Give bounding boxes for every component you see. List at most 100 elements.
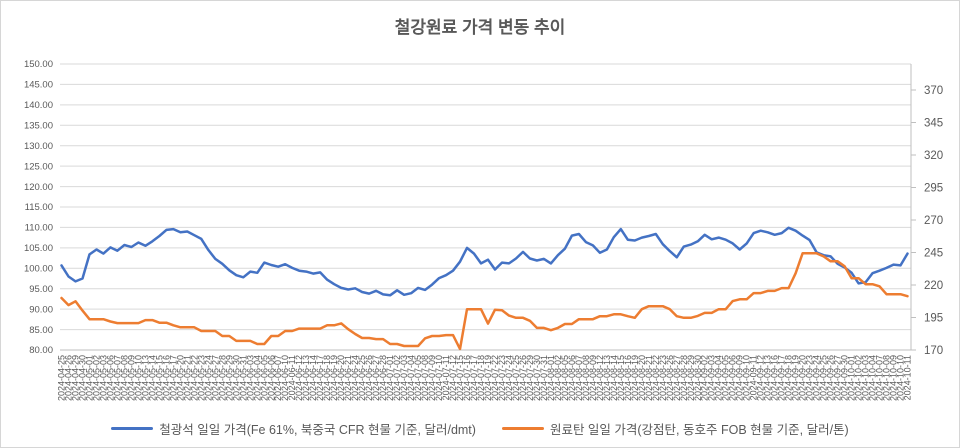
x-axis-date-label: 2024-04-25: [56, 355, 66, 401]
legend-label-coking-coal: 원료탄 일일 가격(강점탄, 동호주 FOB 현물 기준, 달러/톤): [549, 423, 849, 437]
x-axis-date-label: 2024-06-24: [350, 355, 360, 401]
x-axis-date-label: 2024-06-11: [287, 355, 297, 400]
x-axis-date-label: 2024-07-12: [448, 355, 458, 401]
x-axis-date-label: 2024-10-11: [903, 355, 913, 400]
x-axis-date-label: 2024-07-25: [511, 355, 521, 401]
x-axis-date-label: 2024-08-01: [546, 355, 556, 401]
x-axis-date-label: 2024-08-06: [567, 355, 577, 401]
x-axis-date-label: 2024-05-17: [168, 355, 178, 401]
x-axis-date-label: 2024-09-24: [812, 355, 822, 401]
y-axis-left-tick-label: 115.00: [25, 202, 53, 213]
x-axis-date-label: 2024-08-12: [595, 355, 605, 401]
x-axis-date-label: 2024-05-30: [231, 355, 241, 401]
x-axis-date-label: 2024-07-24: [504, 355, 514, 401]
x-axis-date-label: 2024-07-23: [497, 355, 507, 401]
x-axis-date-label: 2024-08-16: [623, 355, 633, 401]
y-axis-left-tick-label: 145.00: [24, 80, 53, 91]
x-axis-date-label: 2024-06-25: [357, 355, 367, 401]
x-axis-date-label: 2024-09-03: [707, 355, 717, 401]
x-axis-date-label: 2024-05-28: [217, 355, 227, 401]
x-axis-date-label: 2024-07-01: [385, 355, 395, 401]
legend-label-iron-ore: 철광석 일일 가격(Fe 61%, 북중국 CFR 현물 기준, 달러/dmt): [159, 423, 476, 437]
x-axis-date-label: 2024-05-20: [175, 355, 185, 401]
y-axis-right-tick-label: 245: [924, 248, 943, 260]
x-axis-date-label: 2024-07-19: [483, 355, 493, 401]
y-axis-left-tick-label: 85.00: [29, 325, 53, 336]
x-axis-date-label: 2024-10-04: [868, 355, 878, 401]
x-axis-date-label: 2024-06-03: [245, 355, 255, 401]
x-axis-date-label: 2024-09-12: [756, 355, 766, 401]
y-axis-left-tick-label: 140.00: [24, 100, 53, 111]
x-axis-date-label: 2024-09-13: [763, 355, 773, 401]
y-axis-left-tick-label: 100.00: [24, 263, 53, 274]
x-axis-date-label: 2024-07-08: [420, 355, 430, 401]
y-axis-left-tick-label: 110.00: [25, 223, 53, 234]
legend-item-coking-coal: 원료탄 일일 가격(강점탄, 동호주 FOB 현물 기준, 달러/톤): [501, 419, 849, 438]
x-axis-date-label: 2024-07-09: [427, 355, 437, 401]
x-axis-date-label: 2024-07-04: [406, 355, 416, 401]
x-axis-date-label: 2024-07-11: [441, 355, 451, 400]
iron-ore-line: [60, 226, 909, 297]
x-axis-date-label: 2024-08-19: [630, 355, 640, 401]
x-axis-date-label: 2024-05-24: [203, 355, 213, 401]
x-axis-date-label: 2024-05-14: [147, 355, 157, 401]
x-axis-date-label: 2024-05-27: [210, 355, 220, 401]
legend: 철광석 일일 가격(Fe 61%, 북중국 CFR 현물 기준, 달러/dmt)…: [1, 419, 959, 438]
x-axis-date-label: 2024-10-10: [896, 355, 906, 401]
x-axis-date-label: 2024-07-30: [532, 355, 542, 401]
x-axis-date-label: 2024-08-05: [560, 355, 570, 401]
x-axis-date-label: 2024-05-13: [140, 355, 150, 401]
x-axis-date-label: 2024-08-22: [651, 355, 661, 401]
x-axis-date-label: 2024-09-02: [700, 355, 710, 401]
x-axis-date-label: 2024-09-05: [721, 355, 731, 401]
y-axis-left-tick-label: 95.00: [29, 284, 53, 295]
x-axis-date-label: 2024-07-10: [434, 355, 444, 401]
x-axis-date-label: 2024-05-03: [98, 355, 108, 401]
x-axis-date-label: 2024-09-26: [826, 355, 836, 401]
x-axis-date-label: 2024-08-27: [672, 355, 682, 401]
y-axis-right-tick-label: 170: [924, 345, 943, 357]
x-axis-date-label: 2024-05-29: [224, 355, 234, 401]
x-axis-date-label: 2024-07-26: [518, 355, 528, 401]
y-axis-right-tick-label: 345: [924, 118, 943, 130]
x-axis-date-label: 2024-09-25: [819, 355, 829, 401]
y-axis-right-tick-label: 270: [924, 215, 943, 227]
x-axis-date-label: 2024-08-07: [574, 355, 584, 401]
x-axis-date-label: 2024-06-14: [308, 355, 318, 401]
x-axis-date-label: 2024-07-05: [413, 355, 423, 401]
x-axis-date-label: 2024-05-06: [105, 355, 115, 401]
x-axis-date-label: 2024-07-22: [490, 355, 500, 401]
x-axis-date-label: 2024-07-02: [392, 355, 402, 401]
x-axis-date-label: 2024-06-20: [336, 355, 346, 401]
x-axis-date-label: 2024-08-02: [553, 355, 563, 401]
x-axis-date-label: 2024-09-30: [840, 355, 850, 401]
x-axis-date-label: 2024-06-04: [252, 355, 262, 401]
x-axis-date-label: 2024-07-29: [525, 355, 535, 401]
x-axis-date-label: 2024-10-01: [847, 355, 857, 401]
x-axis-date-label: 2024-10-07: [875, 355, 885, 401]
x-axis-date-label: 2024-08-20: [637, 355, 647, 401]
x-axis-date-label: 2024-09-20: [798, 355, 808, 401]
x-axis-date-label: 2024-05-15: [154, 355, 164, 401]
x-axis-date-label: 2024-09-06: [728, 355, 738, 401]
legend-line-marker-iron-ore: [111, 426, 154, 431]
x-axis-date-label: 2024-06-12: [294, 355, 304, 401]
x-axis-date-label: 2024-05-02: [91, 355, 101, 401]
x-axis-date-label: 2024-05-09: [126, 355, 136, 401]
y-axis-left-tick-label: 125.00: [24, 161, 53, 172]
x-axis-date-label: 2024-09-11: [749, 355, 759, 400]
x-axis-date-label: 2024-07-18: [476, 355, 486, 401]
y-axis-left-tick-label: 135.00: [24, 120, 53, 131]
x-axis-date-label: 2024-06-07: [273, 355, 283, 401]
legend-item-iron-ore: 철광석 일일 가격(Fe 61%, 북중국 CFR 현물 기준, 달러/dmt): [111, 419, 476, 438]
x-axis-date-label: 2024-05-01: [84, 355, 94, 401]
y-axis-left-tick-label: 130.00: [24, 141, 53, 152]
x-axis-date-label: 2024-08-30: [693, 355, 703, 401]
x-axis-date-label: 2024-08-29: [686, 355, 696, 401]
x-axis-date-label: 2024-09-16: [770, 355, 780, 401]
x-axis-date-label: 2024-04-29: [70, 355, 80, 401]
x-axis-date-label: 2024-06-17: [315, 355, 325, 401]
x-axis-date-label: 2024-10-02: [854, 355, 864, 401]
